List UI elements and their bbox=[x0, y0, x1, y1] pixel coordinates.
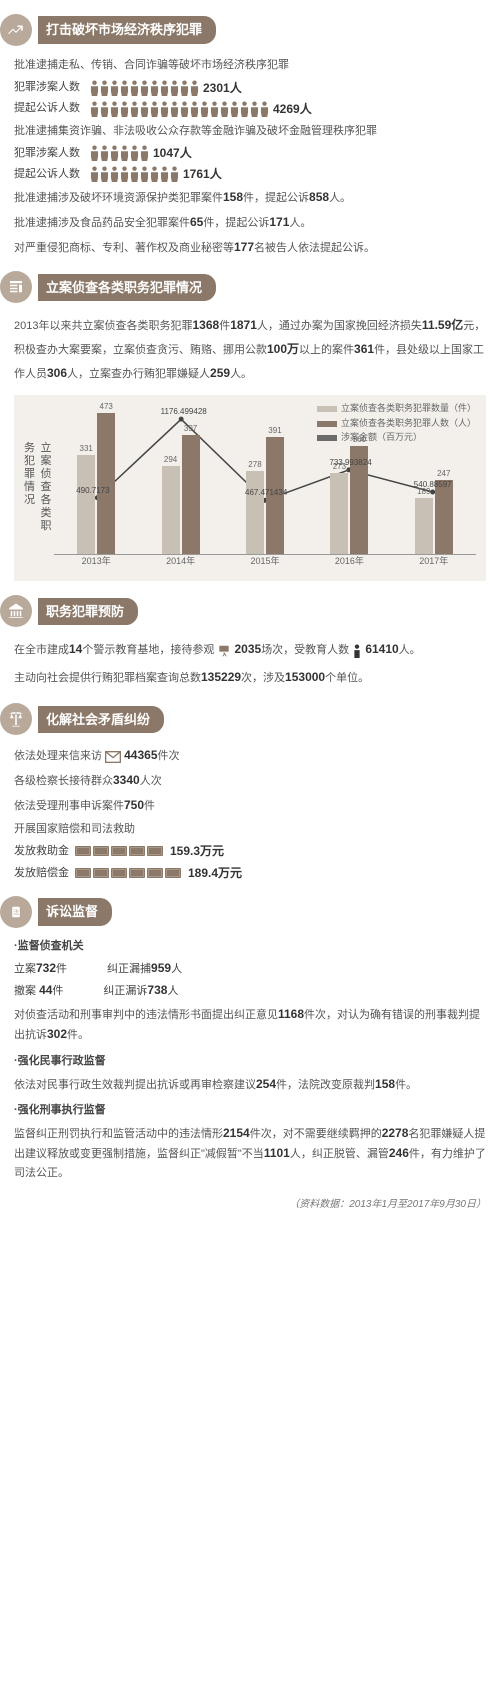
section-5-content: ·监督侦查机关 立案732件 纠正漏捕959人 撤案 44件 纠正漏诉738人 … bbox=[0, 938, 500, 1183]
s4-r3: 依法受理刑事申诉案件750件 bbox=[14, 795, 486, 816]
s5-p1: 对侦查活动和刑事审判中的违法情形书面提出纠正意见1168件次，对认为确有错误的刑… bbox=[14, 1004, 486, 1045]
people-icons bbox=[90, 101, 269, 117]
section-1-content: 批准逮捕走私、传销、合同诈骗等破坏市场经济秩序犯罪 犯罪涉案人数 2301人 提… bbox=[0, 56, 500, 257]
s1-para4: 批准逮捕涉及食品药品安全犯罪案件65件，提起公诉171人。 bbox=[14, 212, 486, 233]
s1-intro1: 批准逮捕走私、传销、合同诈骗等破坏市场经济秩序犯罪 bbox=[14, 56, 486, 75]
section-2-content: 2013年以来共立案侦查各类职务犯罪1368件1871人，通过办案为国家挽回经济… bbox=[0, 313, 500, 385]
s1-para5: 对严重侵犯商标、专利、著作权及商业秘密等177名被告人依法提起公诉。 bbox=[14, 237, 486, 258]
footer-note: （资料数据：2013年1月至2017年9月30日） bbox=[0, 1187, 500, 1222]
section-3-header: 职务犯罪预防 bbox=[0, 595, 500, 627]
people-row-3: 犯罪涉案人数 1047人 bbox=[14, 144, 486, 162]
section-1-header: 打击破坏市场经济秩序犯罪 bbox=[0, 14, 500, 46]
people-icons bbox=[90, 80, 199, 96]
s2-text: 2013年以来共立案侦查各类职务犯罪1368件1871人，通过办案为国家挽回经济… bbox=[14, 313, 486, 385]
presentation-icon bbox=[217, 644, 231, 658]
s4-r1: 依法处理来信来访 44365件次 bbox=[14, 745, 486, 766]
section-2-header: 立案侦查各类职务犯罪情况 bbox=[0, 271, 500, 303]
s5-cols-2: 撤案 44件 纠正漏诉738人 bbox=[14, 981, 486, 1000]
section-4-title: 化解社会矛盾纠纷 bbox=[38, 706, 164, 734]
bar-line-chart: 立案侦查各类职务犯罪情况 立案侦查各类职务犯罪数量（件）立案侦查各类职务犯罪人数… bbox=[14, 395, 486, 581]
law-icon: 法 bbox=[0, 896, 32, 928]
row-label: 犯罪涉案人数 bbox=[14, 79, 86, 96]
section-5-header: 法 诉讼监督 bbox=[0, 896, 500, 928]
chart-vtitle: 立案侦查各类职务犯罪情况 bbox=[20, 442, 53, 535]
s5-p3: 监督纠正刑罚执行和监管活动中的违法情形2154件次，对不需要继续羁押的2278名… bbox=[14, 1123, 486, 1183]
people-icons bbox=[90, 145, 149, 161]
people-row-2: 提起公诉人数 4269人 bbox=[14, 100, 486, 118]
s3-p1: 在全市建成14个警示教育基地，接待参观 2035场次，受教育人数 61410人。 bbox=[14, 637, 486, 661]
chart-area: 3314732013年490.71732943972014年1176.49942… bbox=[54, 405, 476, 555]
people-row-4: 提起公诉人数 1761人 bbox=[14, 165, 486, 183]
section-1-title: 打击破坏市场经济秩序犯罪 bbox=[38, 16, 216, 44]
s5-cols-1: 立案732件 纠正漏捕959人 bbox=[14, 959, 486, 978]
s3-p2: 主动向社会提供行贿犯罪档案查询总数135229次，涉及153000个单位。 bbox=[14, 665, 486, 689]
s5-p2: 依法对民事行政生效裁判提出抗诉或再审检察建议254件，法院改变原裁判158件。 bbox=[14, 1074, 486, 1095]
row-label: 提起公诉人数 bbox=[14, 100, 86, 117]
document-icon bbox=[0, 271, 32, 303]
s4-r5: 发放救助金159.3万元 bbox=[14, 842, 486, 860]
section-2-title: 立案侦查各类职务犯罪情况 bbox=[38, 274, 216, 302]
section-5-title: 诉讼监督 bbox=[38, 898, 112, 926]
row-value: 2301人 bbox=[203, 79, 242, 97]
s5-h2: ·强化民事行政监督 bbox=[14, 1053, 486, 1070]
scale-icon bbox=[0, 703, 32, 735]
section-4-header: 化解社会矛盾纠纷 bbox=[0, 703, 500, 735]
section-3-title: 职务犯罪预防 bbox=[38, 598, 138, 626]
row-label: 提起公诉人数 bbox=[14, 166, 86, 183]
s1-para3: 批准逮捕涉及破坏环境资源保护类犯罪案件158件，提起公诉858人。 bbox=[14, 187, 486, 208]
s4-r4: 开展国家赔偿和司法救助 bbox=[14, 820, 486, 839]
envelope-icon bbox=[105, 751, 121, 763]
s5-h3: ·强化刑事执行监督 bbox=[14, 1102, 486, 1119]
people-icons bbox=[90, 166, 179, 182]
s1-intro2: 批准逮捕集资诈骗、非法吸收公众存款等金融诈骗及破坏金融管理秩序犯罪 bbox=[14, 122, 486, 141]
s4-r2: 各级检察长接待群众3340人次 bbox=[14, 770, 486, 791]
money-icons bbox=[75, 868, 182, 878]
people-row-1: 犯罪涉案人数 2301人 bbox=[14, 79, 486, 97]
row-value: 4269人 bbox=[273, 100, 312, 118]
building-icon bbox=[0, 595, 32, 627]
person-icon bbox=[352, 644, 362, 658]
section-4-content: 依法处理来信来访 44365件次 各级检察长接待群众3340人次 依法受理刑事申… bbox=[0, 745, 500, 882]
row-value: 1761人 bbox=[183, 165, 222, 183]
row-label: 犯罪涉案人数 bbox=[14, 145, 86, 162]
s4-r6: 发放赔偿金189.4万元 bbox=[14, 864, 486, 882]
s5-h1: ·监督侦查机关 bbox=[14, 938, 486, 955]
section-3-content: 在全市建成14个警示教育基地，接待参观 2035场次，受教育人数 61410人。… bbox=[0, 637, 500, 689]
row-value: 1047人 bbox=[153, 144, 192, 162]
chart-up-icon bbox=[0, 14, 32, 46]
money-icons bbox=[75, 846, 164, 856]
